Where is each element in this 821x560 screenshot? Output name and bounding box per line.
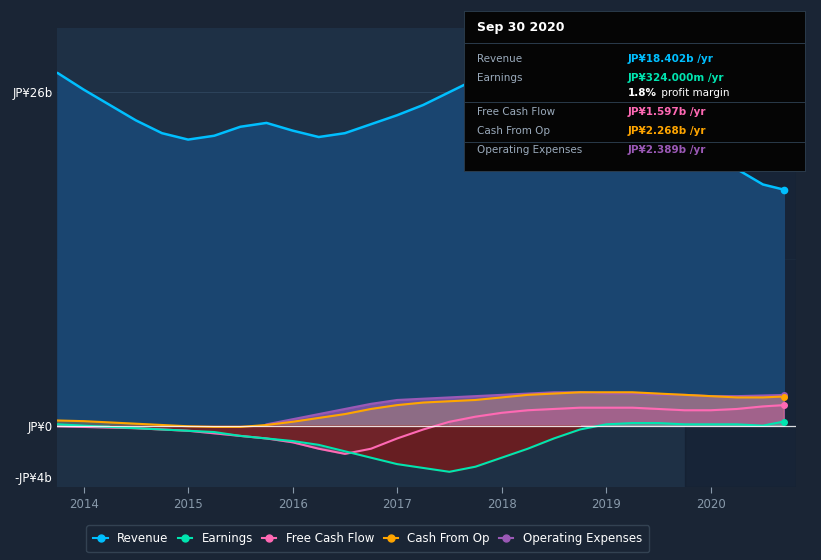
Text: Cash From Op: Cash From Op bbox=[478, 126, 551, 136]
Text: Earnings: Earnings bbox=[478, 73, 523, 83]
Text: JP¥18.402b /yr: JP¥18.402b /yr bbox=[627, 54, 713, 64]
Text: 1.8%: 1.8% bbox=[627, 87, 657, 97]
Text: JP¥2.389b /yr: JP¥2.389b /yr bbox=[627, 145, 706, 155]
Text: profit margin: profit margin bbox=[658, 87, 730, 97]
Text: Revenue: Revenue bbox=[478, 54, 523, 64]
Text: JP¥324.000m /yr: JP¥324.000m /yr bbox=[627, 73, 724, 83]
Legend: Revenue, Earnings, Free Cash Flow, Cash From Op, Operating Expenses: Revenue, Earnings, Free Cash Flow, Cash … bbox=[86, 525, 649, 553]
Text: JP¥2.268b /yr: JP¥2.268b /yr bbox=[627, 126, 706, 136]
Text: Free Cash Flow: Free Cash Flow bbox=[478, 107, 556, 116]
Text: Sep 30 2020: Sep 30 2020 bbox=[478, 21, 565, 34]
Text: JP¥1.597b /yr: JP¥1.597b /yr bbox=[627, 107, 706, 116]
Text: Operating Expenses: Operating Expenses bbox=[478, 145, 583, 155]
Bar bbox=[685, 28, 796, 487]
